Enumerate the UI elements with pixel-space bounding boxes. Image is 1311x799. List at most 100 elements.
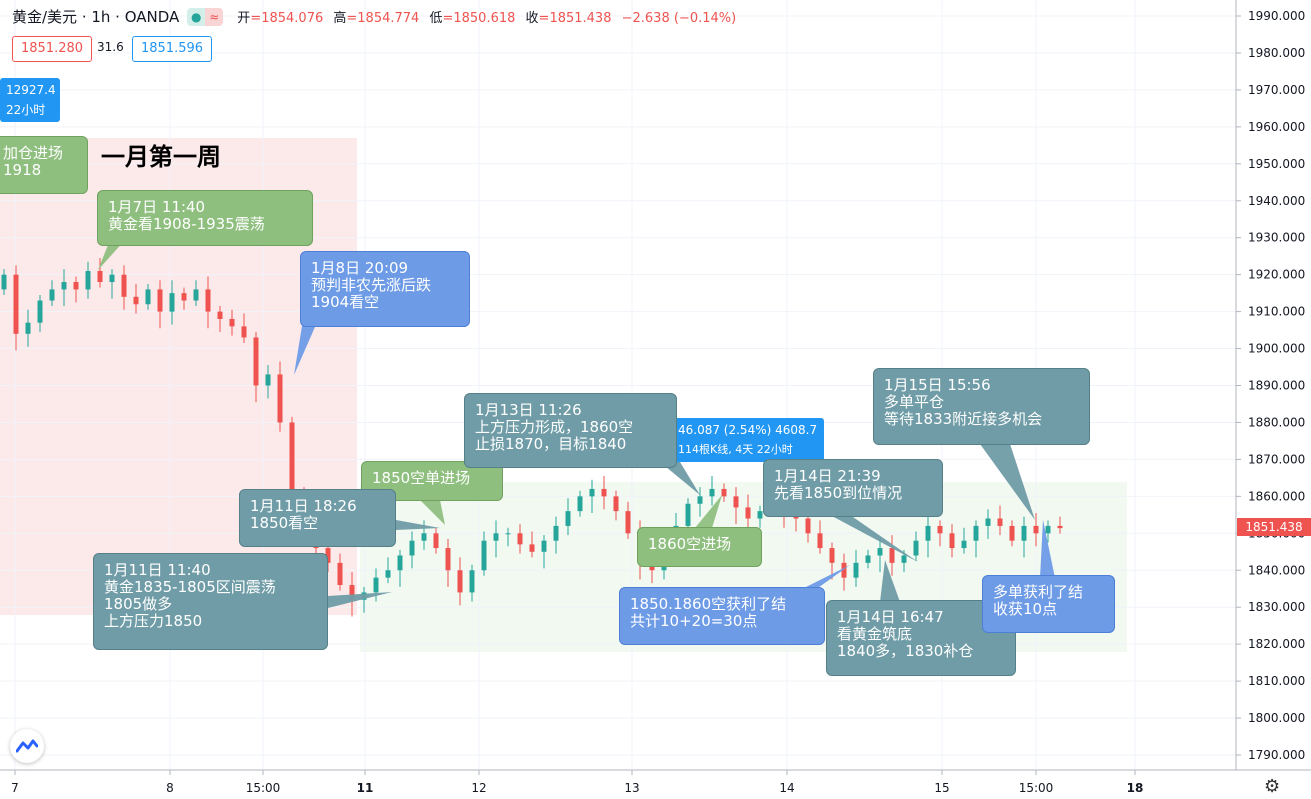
candle-body xyxy=(757,511,763,519)
annotation-jan11-1826[interactable]: 1月11日 18:26 1850看空 xyxy=(239,489,396,547)
annotation-tail xyxy=(320,592,392,608)
y-tick-label: 1950.000 xyxy=(1248,157,1305,171)
candle-body xyxy=(37,300,43,323)
y-tick-label: 1920.000 xyxy=(1248,268,1305,282)
candle-body xyxy=(697,496,703,504)
candle-body xyxy=(445,548,451,571)
annotation-tail xyxy=(880,560,900,602)
candle-body xyxy=(889,548,895,563)
candle-body xyxy=(961,540,967,549)
candle-body xyxy=(229,318,235,327)
candle-body xyxy=(85,270,91,290)
candle-body xyxy=(553,525,559,541)
measure-box-left: 12927.4 22小时 xyxy=(0,78,60,122)
y-tick-label: 1980.000 xyxy=(1248,46,1305,60)
y-tick-label: 1790.000 xyxy=(1248,748,1305,762)
annotation-1860-short-entry[interactable]: 1860空进场 xyxy=(637,527,762,567)
candle-body xyxy=(1,274,7,290)
sell-price-button[interactable]: 1851.280 xyxy=(12,36,93,62)
annotation-jan13[interactable]: 1月13日 11:26 上方压力形成，1860空 止损1870，目标1840 xyxy=(464,393,677,468)
x-tick-label: 7 xyxy=(11,781,19,795)
candle-body xyxy=(469,570,475,593)
candle-body xyxy=(601,488,607,497)
y-tick-label: 1820.000 xyxy=(1248,637,1305,651)
candle-body xyxy=(925,525,931,541)
candle-body xyxy=(565,511,571,526)
candle-body xyxy=(205,289,211,312)
candle-body xyxy=(373,577,379,593)
y-tick-label: 1860.000 xyxy=(1248,489,1305,503)
buy-price-button[interactable]: 1851.596 xyxy=(132,36,213,62)
x-tick-label: 13 xyxy=(624,781,639,795)
y-tick-label: 1900.000 xyxy=(1248,342,1305,356)
open-value: =1854.076 xyxy=(250,11,324,26)
annotation-long-profit[interactable]: 多单获利了结 收获10点 xyxy=(982,575,1115,633)
candle-body xyxy=(865,555,871,563)
candle-body xyxy=(817,533,823,549)
tradingview-logo-icon[interactable] xyxy=(10,729,44,763)
candle-body xyxy=(217,311,223,319)
close-value: =1851.438 xyxy=(538,11,612,26)
annotation-jan8[interactable]: 1月8日 20:09 预判非农先涨后跌 1904看空 xyxy=(300,251,470,327)
annotation-tail xyxy=(800,565,850,590)
candle-body xyxy=(541,540,547,552)
y-tick-label: 1870.000 xyxy=(1248,452,1305,466)
candle-body xyxy=(985,518,991,526)
candle-body xyxy=(157,289,163,312)
candle-body xyxy=(877,548,883,556)
candle-body xyxy=(505,533,511,535)
annotation-tail xyxy=(695,495,722,528)
annotation-tail xyxy=(98,240,125,270)
candle-body xyxy=(121,274,127,297)
annotation-jan14-2139[interactable]: 1月14日 21:39 先看1850到位情况 xyxy=(763,459,943,517)
candle-body xyxy=(805,518,811,534)
annotation-tail xyxy=(980,444,1035,520)
candle-body xyxy=(709,488,715,497)
candle-body xyxy=(733,496,739,508)
measure-box-mid: 46.087 (2.54%) 4608.7 114根K线, 4天 22小时 xyxy=(670,418,824,462)
y-tick-label: 1930.000 xyxy=(1248,231,1305,245)
candle-body xyxy=(529,544,535,552)
change-value: −2.638 (−0.14%) xyxy=(621,11,737,26)
candle-body xyxy=(13,274,19,334)
x-tick-label: 14 xyxy=(779,781,794,795)
annotation-short-profit[interactable]: 1850.1860空获利了结 共计10+20=30点 xyxy=(619,587,825,645)
candle-body xyxy=(169,293,175,312)
candle-body xyxy=(325,548,331,563)
y-tick-label: 1880.000 xyxy=(1248,415,1305,429)
candle-body xyxy=(829,548,835,563)
candle-body xyxy=(145,289,151,305)
x-tick-label: 8 xyxy=(166,781,174,795)
indicator-badge[interactable]: ● ≈ xyxy=(187,7,224,26)
candle-body xyxy=(937,525,943,534)
wave-icon: ≈ xyxy=(205,7,224,26)
annotation-jan15[interactable]: 1月15日 15:56 多单平仓 等待1833附近接多机会 xyxy=(873,368,1090,445)
candle-body xyxy=(517,533,523,545)
candle-body xyxy=(457,570,463,593)
week-title: 一月第一周 xyxy=(101,143,221,171)
candle-body xyxy=(349,585,355,600)
y-tick-label: 1990.000 xyxy=(1248,9,1305,23)
annotation-tail xyxy=(294,320,318,375)
annotation-jan7[interactable]: 1月7日 11:40 黄金看1908-1935震荡 xyxy=(97,190,313,246)
candle-body xyxy=(433,533,439,549)
candle-body xyxy=(397,555,403,571)
x-tick-label: 15:00 xyxy=(246,781,281,795)
candle-body xyxy=(613,496,619,512)
annotation-connectors xyxy=(98,240,1055,608)
annotation-jan11-1140[interactable]: 1月11日 11:40 黄金1835-1805区间震荡 1805做多 上方压力1… xyxy=(93,553,328,650)
price-axis[interactable]: 1790.000 1800.000 1810.000 1820.000 1830.000… xyxy=(1236,9,1305,762)
symbol-title[interactable]: 黄金/美元 · 1h · OANDA xyxy=(12,8,180,26)
dot-icon: ● xyxy=(187,7,206,26)
annotation-add-position[interactable]: 加仓进场 1918 xyxy=(0,136,88,194)
time-axis[interactable]: 7 8 15:00 11 12 13 14 15 15:00 18 xyxy=(11,770,1143,795)
candle-body xyxy=(493,533,499,541)
gear-icon[interactable]: ⚙ xyxy=(1264,776,1281,797)
ohlc-readout: 开=1854.076 高=1854.774 低=1850.618 收=1851.… xyxy=(237,11,737,26)
last-price-value: 1851.438 xyxy=(1245,520,1302,534)
candle-body xyxy=(577,496,583,512)
annotation-tail xyxy=(660,462,700,495)
annotation-tail xyxy=(420,500,445,525)
candle-body xyxy=(745,507,751,519)
candle-body xyxy=(73,282,79,290)
